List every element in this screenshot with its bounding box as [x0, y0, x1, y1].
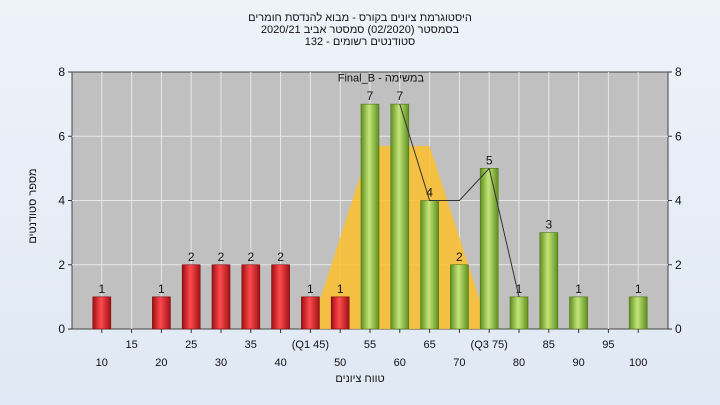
x-tick-label: 60 — [394, 357, 406, 369]
x-tick-label: 35 — [245, 339, 257, 351]
bar-value-label: 2 — [218, 250, 225, 264]
x-tick-label: (Q3 75) — [471, 339, 508, 351]
x-tick-label: 90 — [572, 357, 584, 369]
x-tick-label: 85 — [543, 339, 555, 351]
x-tick-label: 10 — [96, 357, 108, 369]
histogram-bar — [212, 265, 230, 329]
bar-value-label: 7 — [396, 89, 403, 103]
annotation-label: Final_B - במשימה — [338, 73, 425, 85]
bar-value-label: 5 — [486, 153, 493, 167]
x-tick-label: 20 — [155, 357, 167, 369]
y-tick-label-left: 4 — [58, 194, 65, 208]
histogram-bar — [331, 297, 349, 329]
x-tick-label: 95 — [602, 339, 614, 351]
y-tick-label-right: 2 — [675, 258, 682, 272]
x-tick-label: 55 — [364, 339, 376, 351]
bar-value-label: 1 — [98, 282, 105, 296]
bar-value-label: 1 — [307, 282, 314, 296]
histogram-bar — [93, 297, 111, 329]
bar-value-label: 7 — [367, 89, 374, 103]
bar-value-label: 1 — [575, 282, 582, 296]
x-tick-label: 15 — [125, 339, 137, 351]
histogram-bar — [152, 297, 170, 329]
y-tick-label-left: 6 — [58, 129, 65, 143]
x-tick-label: 100 — [629, 357, 647, 369]
bar-value-label: 2 — [277, 250, 284, 264]
x-tick-label: 30 — [215, 357, 227, 369]
y-tick-label-right: 4 — [675, 194, 682, 208]
bar-value-label: 1 — [635, 282, 642, 296]
x-tick-label: 65 — [423, 339, 435, 351]
histogram-bar — [570, 297, 588, 329]
y-tick-label-right: 0 — [675, 322, 682, 336]
histogram-bar — [540, 233, 558, 329]
y-tick-label-right: 6 — [675, 129, 682, 143]
x-tick-label: 40 — [274, 357, 286, 369]
y-tick-label-left: 0 — [58, 322, 65, 336]
bar-value-label: 1 — [337, 282, 344, 296]
histogram-bar — [391, 104, 409, 329]
histogram-bar — [421, 201, 439, 330]
x-axis-title: טווח ציונים — [0, 373, 720, 385]
y-tick-label-left: 8 — [58, 65, 65, 79]
x-tick-label: 70 — [453, 357, 465, 369]
histogram-bar — [510, 297, 528, 329]
bar-value-label: 2 — [247, 250, 254, 264]
x-tick-label: 25 — [185, 339, 197, 351]
y-tick-label-left: 2 — [58, 258, 65, 272]
y-tick-label-right: 8 — [675, 65, 682, 79]
histogram-bar — [629, 297, 647, 329]
bar-value-label: 2 — [456, 250, 463, 264]
histogram-bar — [301, 297, 319, 329]
x-tick-label: 50 — [334, 357, 346, 369]
histogram-bar — [242, 265, 260, 329]
x-tick-label: 80 — [513, 357, 525, 369]
bar-value-label: 2 — [188, 250, 195, 264]
histogram-bar — [480, 168, 498, 329]
histogram-bar — [450, 265, 468, 329]
y-axis-title: מספר סטודנטים — [27, 151, 39, 261]
bar-value-label: 1 — [158, 282, 165, 296]
histogram-bar — [361, 104, 379, 329]
x-tick-label: (Q1 45) — [292, 339, 329, 351]
histogram-bar — [272, 265, 290, 329]
histogram-bar — [182, 265, 200, 329]
bar-value-label: 3 — [545, 218, 552, 232]
